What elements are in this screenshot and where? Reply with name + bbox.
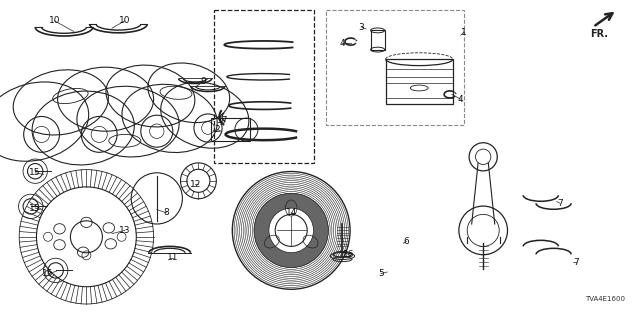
Text: 15: 15 [29,168,41,177]
Text: 15: 15 [29,204,41,212]
Text: 14: 14 [285,208,297,217]
Text: 12: 12 [189,180,201,188]
Text: 17: 17 [217,116,228,124]
Text: 8: 8 [164,208,169,217]
Text: 5: 5 [378,269,383,278]
Bar [385,59,453,104]
Text: 16: 16 [343,250,355,259]
Text: 3: 3 [359,23,364,32]
Text: 7: 7 [573,258,579,267]
Text: 6: 6 [404,237,409,246]
Text: 2: 2 [215,125,220,134]
Bar [214,10,314,163]
Text: 10: 10 [119,16,131,25]
Text: 13: 13 [119,226,131,235]
Bar [326,10,464,125]
Text: 4: 4 [340,39,345,48]
Text: 4: 4 [458,95,463,104]
Wedge shape [254,193,328,268]
Text: 10: 10 [49,16,60,25]
Text: FR.: FR. [590,29,608,39]
Text: TVA4E1600: TVA4E1600 [585,296,625,302]
Text: 7: 7 [557,199,563,208]
Text: 11: 11 [167,253,179,262]
Bar [371,30,385,50]
Text: 15: 15 [42,269,54,278]
Text: 9: 9 [201,77,206,86]
Text: 1: 1 [461,28,467,36]
